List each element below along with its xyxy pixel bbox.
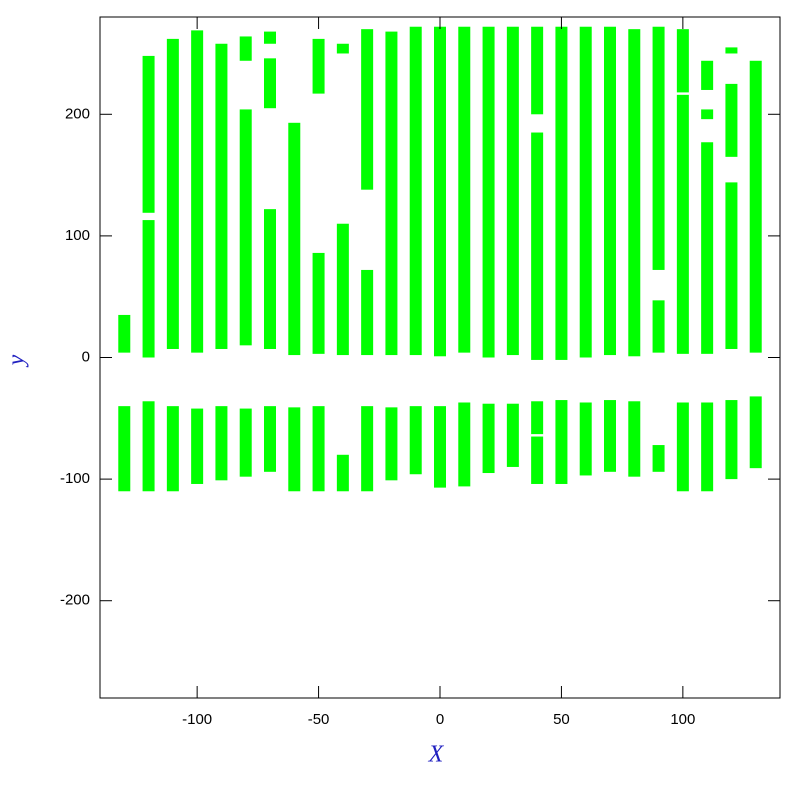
- range-bar: [118, 406, 131, 492]
- range-bar: [385, 407, 398, 481]
- range-bar: [725, 47, 738, 54]
- range-bar: [336, 43, 349, 54]
- range-bar: [239, 36, 252, 61]
- range-bar: [215, 406, 228, 481]
- range-bar: [628, 29, 641, 357]
- range-bar: [142, 220, 155, 358]
- range-bar: [482, 26, 495, 358]
- range-bar: [264, 58, 276, 109]
- range-bar: [264, 31, 276, 44]
- range-bar: [336, 454, 349, 492]
- range-bar: [701, 60, 714, 90]
- y-tick-label: -100: [60, 470, 90, 487]
- range-bar: [482, 403, 495, 474]
- range-bar: [361, 29, 374, 190]
- range-bar: [239, 408, 252, 477]
- range-bar: [531, 436, 544, 484]
- range-bar: [701, 109, 714, 120]
- range-bar: [409, 406, 422, 475]
- range-bar: [239, 109, 252, 346]
- range-bar: [191, 408, 204, 484]
- range-bar: [604, 400, 616, 472]
- range-bar: [142, 401, 155, 492]
- range-bar: [701, 402, 714, 492]
- range-bar: [676, 29, 689, 93]
- x-tick-label: 0: [436, 711, 444, 728]
- x-tick-label: -50: [308, 711, 330, 728]
- range-bar: [725, 83, 738, 157]
- y-tick-label: -200: [60, 592, 90, 609]
- range-bar: [142, 55, 155, 213]
- range-bar: [652, 445, 665, 472]
- range-bar: [166, 406, 179, 492]
- range-bar: [288, 407, 301, 492]
- y-axis-label: y: [4, 354, 30, 367]
- range-bar: [264, 406, 276, 472]
- range-bar: [336, 223, 349, 356]
- range-bar: [652, 300, 665, 353]
- range-bar: [749, 60, 762, 353]
- range-bar: [458, 26, 471, 353]
- range-bar: [506, 403, 519, 467]
- range-bar: [409, 26, 422, 356]
- range-bar: [458, 402, 471, 487]
- range-bar: [628, 401, 641, 477]
- range-bar: [725, 400, 738, 480]
- x-tick-label: 100: [670, 711, 695, 728]
- range-bar: [385, 31, 398, 356]
- range-bar: [604, 26, 616, 356]
- range-bar: [118, 314, 131, 353]
- range-bar: [652, 26, 665, 270]
- range-bar: [166, 38, 179, 349]
- range-bar: [434, 26, 446, 357]
- range-bar: [531, 132, 544, 360]
- range-bar: [361, 406, 374, 492]
- x-tick-label: 50: [553, 711, 570, 728]
- range-bar: [288, 122, 301, 356]
- range-bar: [215, 43, 228, 349]
- range-bar: [676, 402, 689, 492]
- range-bar: [434, 406, 446, 488]
- y-tick-label: 0: [82, 348, 90, 365]
- range-bar: [555, 26, 568, 360]
- range-bar: [676, 94, 689, 354]
- x-axis-label: X: [428, 742, 445, 768]
- range-bar: [531, 401, 544, 435]
- range-bar: [579, 26, 592, 358]
- range-bar: [749, 396, 762, 469]
- x-tick-label: -100: [182, 711, 212, 728]
- range-bar: [361, 269, 374, 356]
- range-bar: [725, 182, 738, 349]
- range-bar: [701, 142, 714, 354]
- range-bar: [312, 38, 325, 94]
- range-bar: [264, 209, 276, 349]
- range-bar: [191, 30, 204, 353]
- range-bar: [531, 26, 544, 115]
- range-bar: [312, 252, 325, 354]
- range-bar: [506, 26, 519, 356]
- y-tick-label: 200: [65, 105, 90, 122]
- range-bar: [555, 400, 568, 484]
- y-tick-label: 100: [65, 227, 90, 244]
- range-bar: [579, 402, 592, 476]
- range-bar: [312, 406, 325, 492]
